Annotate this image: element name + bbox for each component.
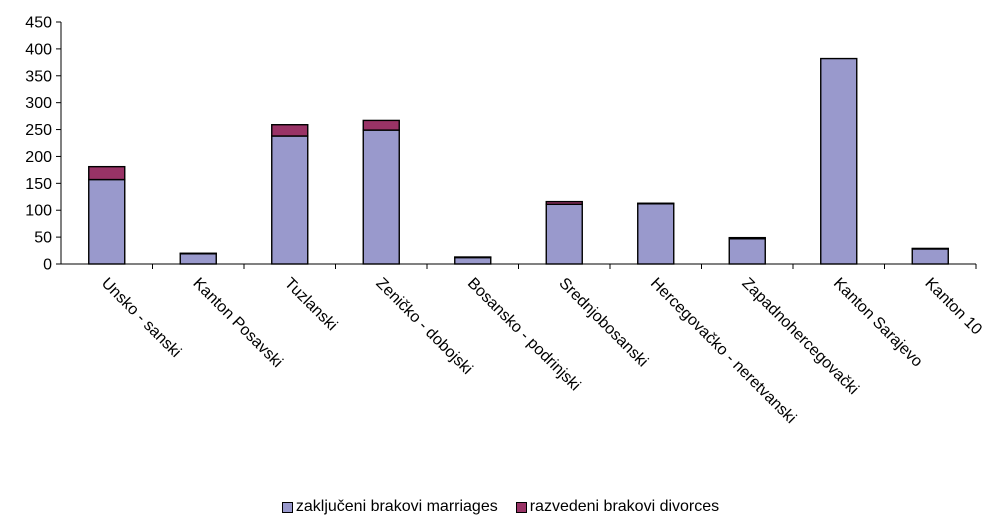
bar-marriages — [454, 256, 492, 265]
legend-item-marriages: zaključeni brakovi marriages — [281, 498, 498, 516]
bar-divorces — [271, 124, 309, 137]
bar-divorces — [362, 119, 400, 131]
y-tick-label: 350 — [25, 68, 52, 85]
x-category-label: Tuzlanski — [281, 275, 340, 334]
legend-label-divorces: razvedeni brakovi divorces — [529, 498, 720, 515]
y-tick-label: 0 — [43, 257, 52, 274]
legend-swatch-divorces — [515, 501, 527, 513]
x-category-label: Kanton Posavski — [189, 275, 285, 371]
bar-divorces — [911, 247, 949, 250]
bar-divorces — [179, 252, 217, 255]
x-category-label: Unsko - sanski — [98, 275, 184, 361]
y-tick-label: 450 — [25, 15, 52, 32]
y-tick-label: 100 — [25, 203, 52, 220]
y-tick-label: 250 — [25, 122, 52, 139]
bar-marriages — [637, 203, 675, 265]
y-tick-label: 50 — [34, 230, 52, 247]
bar-marriages — [545, 203, 583, 265]
bar-divorces — [637, 202, 675, 205]
legend-label-marriages: zaključeni brakovi marriages — [295, 498, 498, 515]
bar-marriages — [362, 129, 400, 265]
x-category-label: Hercegovačko - neretvanski — [647, 275, 799, 427]
x-category-label: Zeničko - dobojski — [372, 275, 475, 378]
bar-marriages — [179, 253, 217, 265]
bar-divorces — [728, 236, 766, 240]
bar-marriages — [911, 248, 949, 265]
bar-marriages — [88, 178, 126, 265]
bar-divorces — [545, 200, 583, 206]
legend: zaključeni brakovi marriages razvedeni b… — [0, 498, 1001, 516]
bar-marriages — [820, 57, 858, 265]
legend-item-divorces: razvedeni brakovi divorces — [515, 498, 720, 516]
bar-divorces — [88, 165, 126, 181]
y-tick-label: 300 — [25, 95, 52, 112]
y-tick-label: 400 — [25, 41, 52, 58]
legend-swatch-marriages — [281, 501, 293, 513]
bar-marriages — [728, 238, 766, 265]
bar-divorces — [454, 256, 492, 259]
y-tick-label: 150 — [25, 176, 52, 193]
chart: 0 50 100 150 200 250 300 350 400 450 Unsko - sansk… — [25, 15, 985, 428]
x-category-label: Kanton Sarajevo — [830, 275, 926, 371]
x-category-label: Kanton 10 — [921, 275, 985, 339]
y-tick-label: 200 — [25, 149, 52, 166]
bar-marriages — [271, 135, 309, 265]
x-category-label: Srednjobosanski — [555, 275, 651, 371]
